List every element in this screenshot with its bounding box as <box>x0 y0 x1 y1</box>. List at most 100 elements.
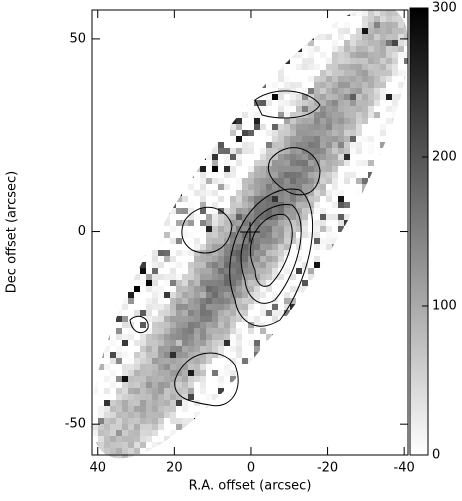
map-pixel <box>320 310 326 316</box>
map-pixel <box>134 124 140 130</box>
map-pixel <box>338 364 344 370</box>
map-pixel <box>302 286 308 292</box>
map-pixel <box>218 220 224 226</box>
map-pixel <box>260 22 266 28</box>
map-pixel <box>374 304 380 310</box>
map-pixel <box>404 220 410 226</box>
map-pixel <box>104 100 110 106</box>
map-pixel <box>200 118 206 124</box>
map-pixel <box>146 424 152 430</box>
map-pixel <box>230 346 236 352</box>
map-pixel <box>152 448 158 454</box>
map-pixel <box>170 412 176 418</box>
map-pixel <box>188 28 194 34</box>
map-pixel <box>188 118 194 124</box>
map-pixel <box>362 88 368 94</box>
map-pixel <box>302 124 308 130</box>
map-pixel <box>248 382 254 388</box>
map-pixel <box>278 352 284 358</box>
map-pixel <box>254 88 260 94</box>
map-pixel <box>92 184 98 190</box>
map-pixel <box>272 160 278 166</box>
map-pixel <box>314 190 320 196</box>
map-pixel <box>200 82 206 88</box>
map-pixel <box>158 250 164 256</box>
map-pixel <box>122 94 128 100</box>
map-pixel <box>200 322 206 328</box>
map-pixel <box>92 112 98 118</box>
map-pixel <box>404 328 410 334</box>
map-pixel <box>158 172 164 178</box>
map-pixel <box>224 172 230 178</box>
map-pixel <box>272 298 278 304</box>
map-pixel <box>374 112 380 118</box>
map-pixel <box>224 370 230 376</box>
map-pixel <box>242 70 248 76</box>
map-pixel <box>338 52 344 58</box>
map-pixel <box>158 208 164 214</box>
map-pixel <box>284 334 290 340</box>
map-pixel <box>146 430 152 436</box>
map-pixel <box>176 400 182 406</box>
map-pixel <box>206 178 212 184</box>
map-pixel <box>356 46 362 52</box>
map-pixel <box>344 244 350 250</box>
map-pixel <box>332 292 338 298</box>
map-pixel <box>170 256 176 262</box>
map-pixel <box>158 442 164 448</box>
map-pixel <box>218 430 224 436</box>
map-pixel <box>302 226 308 232</box>
map-pixel <box>314 46 320 52</box>
map-pixel <box>170 376 176 382</box>
map-pixel <box>140 46 146 52</box>
map-pixel <box>182 418 188 424</box>
map-pixel <box>314 172 320 178</box>
map-pixel <box>146 400 152 406</box>
map-pixel <box>254 58 260 64</box>
map-pixel <box>146 214 152 220</box>
map-pixel <box>176 424 182 430</box>
map-pixel <box>320 148 326 154</box>
map-pixel <box>194 10 200 16</box>
map-pixel <box>116 46 122 52</box>
map-pixel <box>116 160 122 166</box>
map-pixel <box>302 262 308 268</box>
map-pixel <box>176 418 182 424</box>
map-pixel <box>308 28 314 34</box>
map-pixel <box>218 406 224 412</box>
map-pixel <box>272 310 278 316</box>
map-pixel <box>350 346 356 352</box>
map-pixel <box>398 94 404 100</box>
map-pixel <box>134 274 140 280</box>
map-pixel <box>332 310 338 316</box>
map-pixel <box>92 76 98 82</box>
map-pixel <box>182 400 188 406</box>
map-pixel <box>392 370 398 376</box>
map-pixel <box>338 214 344 220</box>
map-pixel <box>224 148 230 154</box>
map-pixel <box>374 400 380 406</box>
map-pixel <box>266 220 272 226</box>
map-pixel <box>176 178 182 184</box>
map-pixel <box>236 226 242 232</box>
map-pixel <box>146 412 152 418</box>
map-pixel <box>362 448 368 454</box>
map-pixel <box>152 154 158 160</box>
map-pixel <box>314 292 320 298</box>
map-pixel <box>404 268 410 274</box>
map-pixel <box>314 238 320 244</box>
map-pixel <box>314 64 320 70</box>
map-pixel <box>296 310 302 316</box>
map-pixel <box>248 202 254 208</box>
map-pixel <box>314 136 320 142</box>
map-pixel <box>224 316 230 322</box>
map-pixel <box>350 142 356 148</box>
map-pixel <box>146 382 152 388</box>
map-pixel <box>296 184 302 190</box>
map-pixel <box>296 94 302 100</box>
map-pixel <box>302 292 308 298</box>
map-pixel <box>200 394 206 400</box>
map-pixel <box>362 100 368 106</box>
map-pixel <box>140 166 146 172</box>
map-pixel <box>92 298 98 304</box>
